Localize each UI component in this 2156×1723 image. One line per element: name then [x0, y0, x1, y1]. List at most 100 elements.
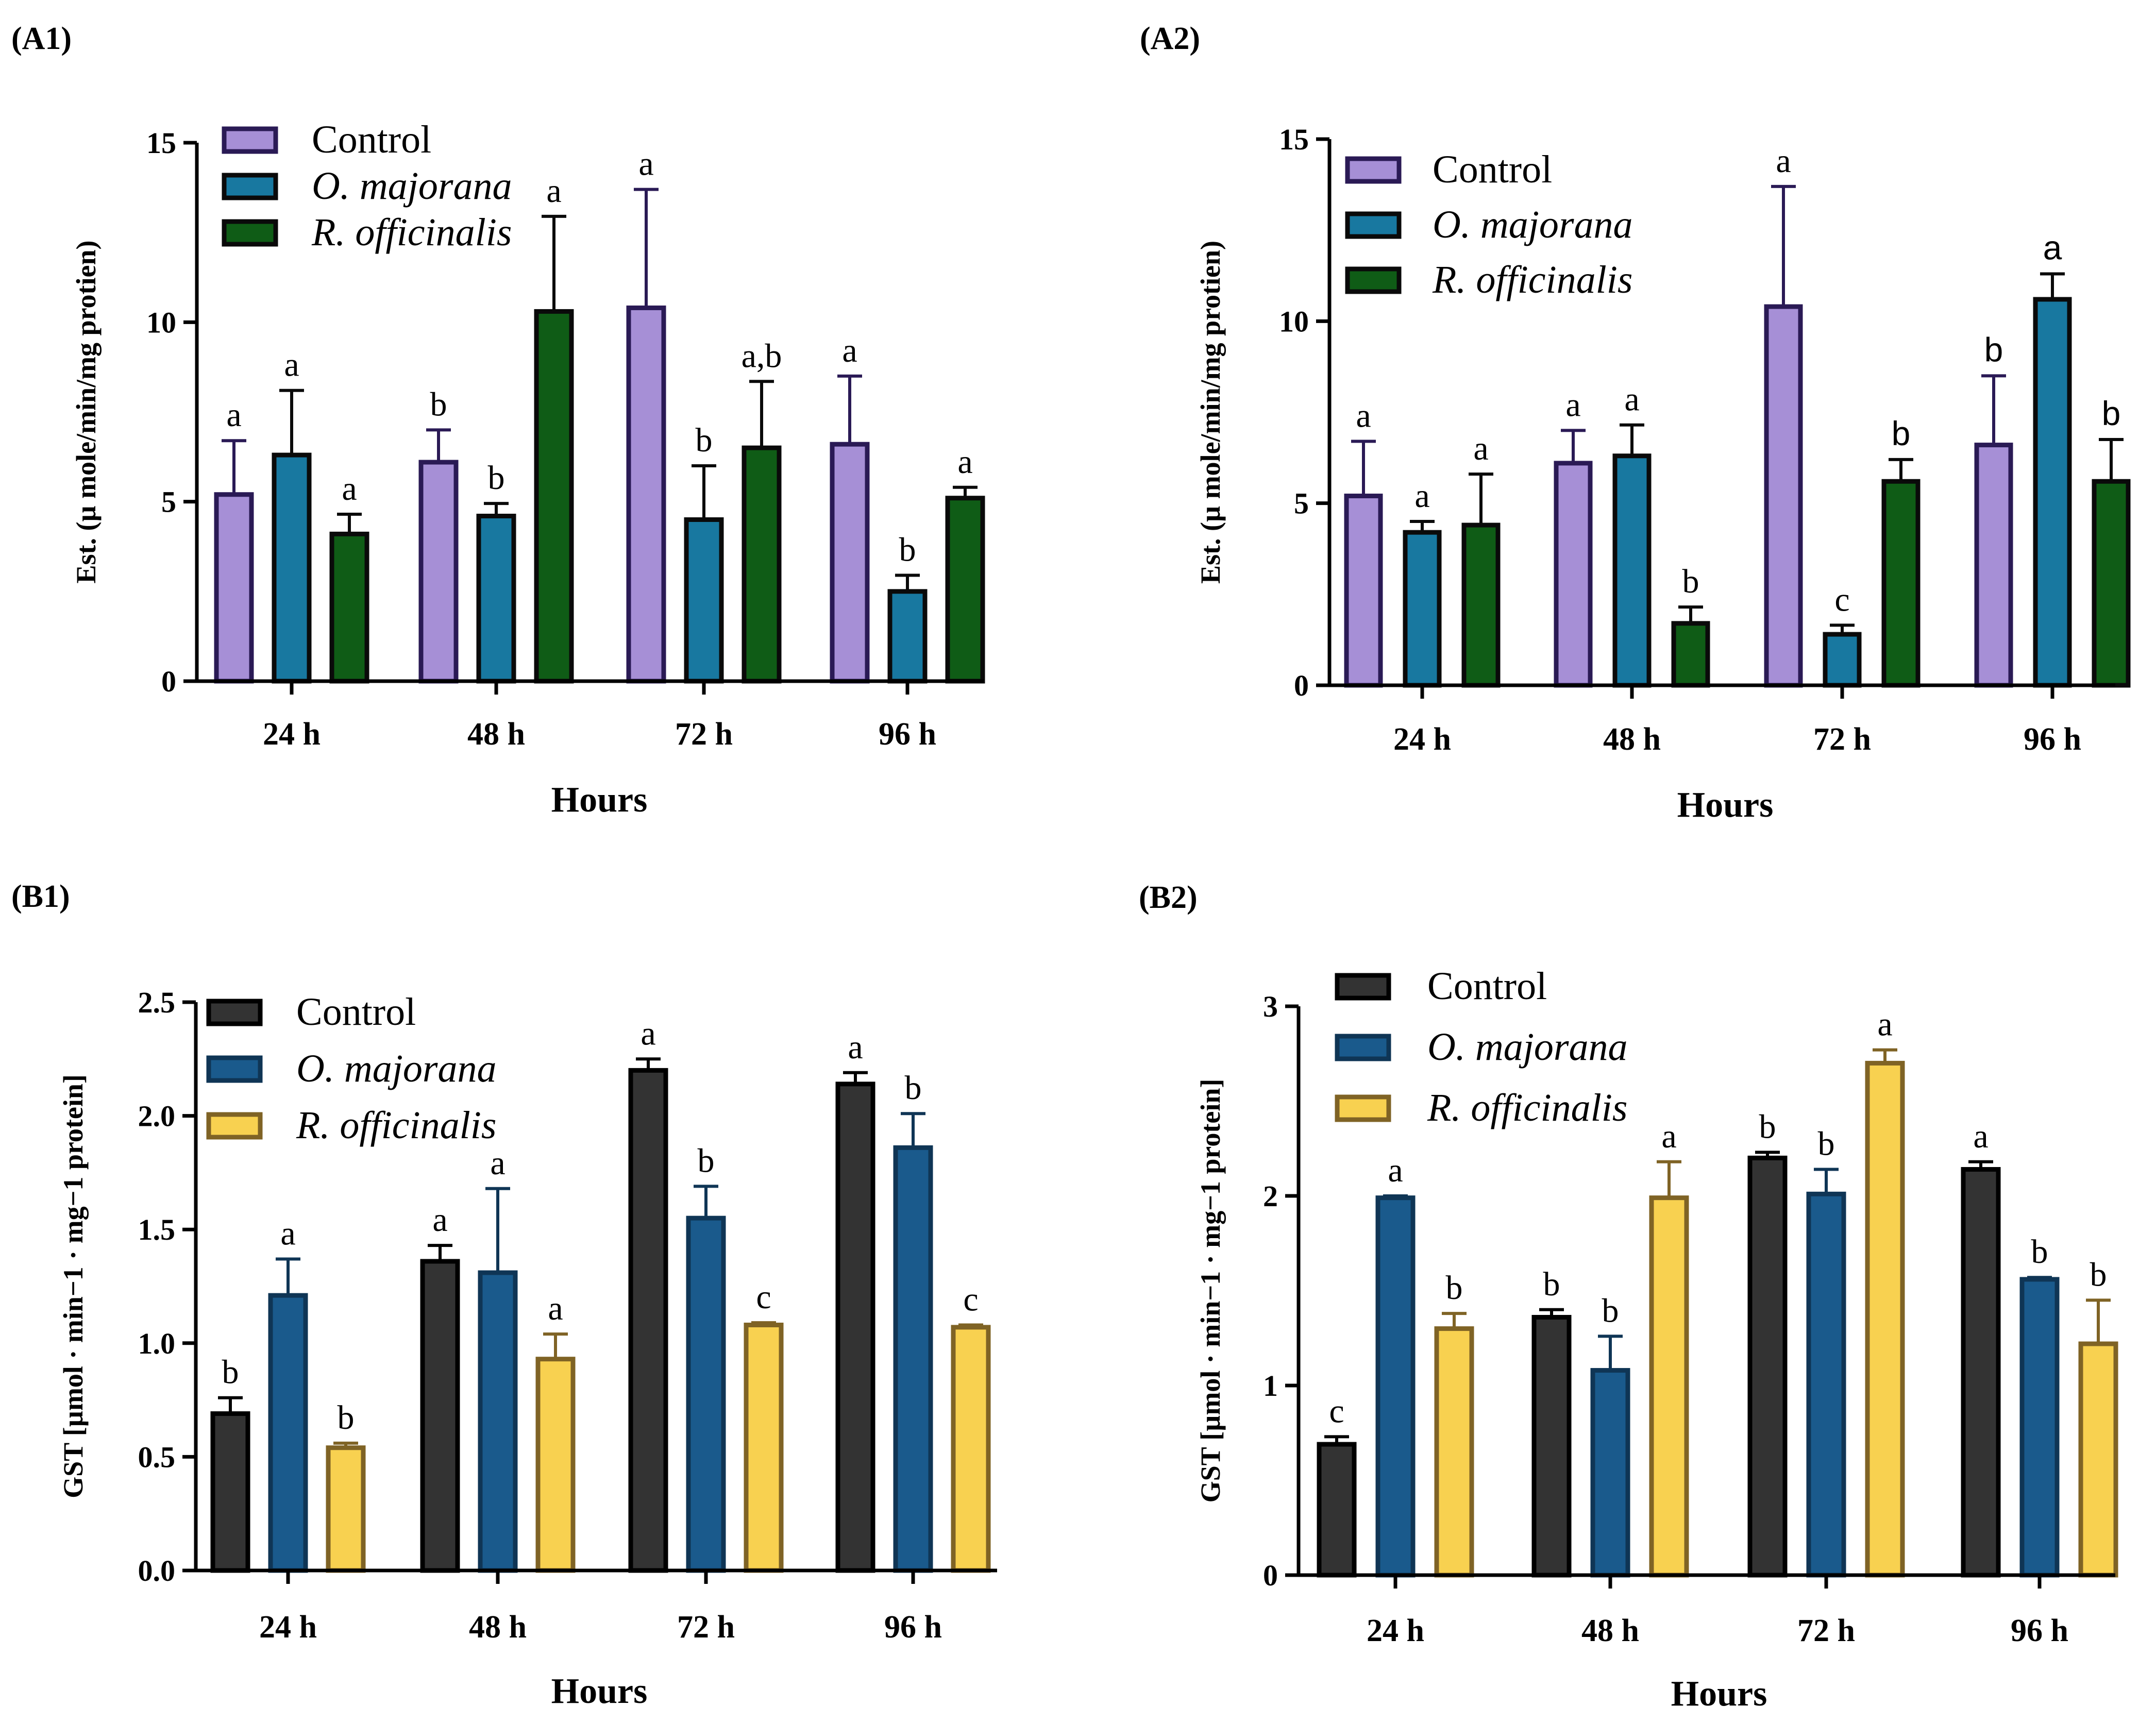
significance-letter: a: [1388, 1152, 1403, 1189]
chart-panel-1: (A1) a b a a a b b b a a a,b a 0 5 10 15 24 h 48 h 72 h 96 h…: [11, 21, 985, 820]
y-tick-label: 1.5: [138, 1213, 176, 1246]
significance-letter: b: [1682, 563, 1699, 600]
significance-letter: c: [1329, 1392, 1344, 1430]
significance-letter: b: [338, 1399, 355, 1437]
significance-letter: b: [222, 1354, 239, 1391]
bar: [1865, 1060, 1905, 1578]
legend-swatch: [222, 173, 278, 200]
bar: [1375, 1195, 1416, 1578]
significance-letter: a: [226, 396, 241, 434]
significance-letter: a: [1877, 1006, 1892, 1043]
legend-swatch: [222, 126, 278, 154]
significance-letter: a: [1473, 430, 1488, 467]
legend-swatch: [222, 219, 278, 247]
bar: [2092, 479, 2131, 688]
x-tick-label: 96 h: [2024, 722, 2081, 757]
legend-label: O. majorana: [312, 164, 512, 208]
legend-label: Control: [296, 990, 416, 1034]
legend-swatch: [1345, 156, 1402, 184]
bar: [1974, 443, 2013, 688]
bar: [887, 589, 928, 684]
y-tick-label: 15: [146, 126, 176, 160]
significance-letter: b: [1892, 414, 1911, 452]
bar: [830, 442, 870, 684]
bar: [626, 305, 666, 684]
y-tick-label: 0.0: [138, 1554, 176, 1587]
significance-letter: a: [842, 332, 857, 369]
significance-letter: b: [1818, 1125, 1835, 1162]
y-tick-label: 10: [1279, 305, 1309, 338]
x-tick-label: 48 h: [1603, 722, 1661, 757]
significance-letter: a: [432, 1201, 447, 1239]
panel-label: (B1): [11, 879, 70, 914]
bar: [1434, 1326, 1474, 1578]
bar: [684, 517, 724, 684]
y-tick-label: 0: [1263, 1559, 1278, 1592]
significance-letter: b: [488, 459, 505, 497]
bar: [893, 1145, 933, 1573]
bar: [1554, 461, 1593, 688]
x-tick-label: 24 h: [1367, 1613, 1424, 1648]
significance-letter: a: [284, 346, 299, 384]
significance-letter: c: [963, 1281, 978, 1319]
significance-letter: a: [957, 443, 972, 481]
y-tick-label: 15: [1279, 123, 1309, 156]
significance-letter: a: [546, 172, 561, 210]
bar: [2019, 1277, 2060, 1578]
x-tick-label: 48 h: [467, 717, 525, 752]
significance-letter: b: [1602, 1292, 1619, 1329]
legend: Control O. majorana R. officinalis: [1335, 965, 1627, 1129]
x-tick-label: 96 h: [884, 1610, 942, 1645]
y-tick-label: 1.0: [138, 1327, 176, 1360]
legend: Control O. majorana R. officinalis: [206, 990, 496, 1147]
x-tick-label: 72 h: [1797, 1613, 1855, 1648]
significance-letter: b: [899, 531, 916, 568]
x-tick-label: 96 h: [2011, 1613, 2068, 1648]
significance-letter: a,b: [742, 337, 782, 375]
x-axis-title: Hours: [551, 780, 648, 820]
significance-letter: a: [280, 1215, 295, 1253]
significance-letter: a: [1414, 477, 1429, 515]
bar: [535, 1357, 576, 1573]
x-tick-label: 24 h: [259, 1610, 317, 1645]
significance-letter: a: [1973, 1118, 1988, 1155]
y-tick-label: 3: [1263, 990, 1278, 1023]
significance-letter: b: [2031, 1233, 2048, 1271]
significance-letter: a: [641, 1015, 655, 1052]
y-axis-title: GST [µmol · min−1 · mg−1 protein]: [58, 1074, 89, 1498]
bar: [420, 1259, 460, 1573]
panel-label: (B2): [1139, 880, 1198, 915]
bar: [1317, 1442, 1357, 1578]
legend-label: O. majorana: [1427, 1025, 1627, 1069]
bar: [1612, 453, 1652, 688]
significance-letter: a: [638, 145, 653, 183]
bar: [744, 1323, 784, 1573]
bar: [686, 1215, 726, 1573]
significance-letter: b: [1446, 1269, 1463, 1307]
x-tick-label: 72 h: [1813, 722, 1871, 757]
significance-letter: a: [1565, 386, 1580, 424]
bar: [2078, 1341, 2118, 1578]
bar: [210, 1411, 250, 1573]
significance-letter: c: [756, 1278, 771, 1316]
significance-letter: b: [1984, 330, 2003, 368]
y-tick-label: 0.5: [138, 1440, 176, 1474]
bar: [1671, 621, 1710, 688]
y-tick-label: 2.5: [138, 986, 176, 1019]
legend-swatch: [206, 999, 263, 1026]
significance-letter: b: [1759, 1108, 1776, 1145]
y-tick-label: 0: [161, 665, 176, 698]
bar: [1961, 1167, 2001, 1578]
bar: [2033, 297, 2072, 688]
legend-label: Control: [1433, 148, 1552, 191]
bar: [945, 496, 985, 684]
significance-letter: b: [905, 1069, 922, 1107]
significance-letter: a: [1624, 381, 1639, 418]
x-tick-label: 72 h: [677, 1610, 735, 1645]
significance-letter: a: [1776, 142, 1791, 180]
significance-letter: a: [342, 470, 357, 508]
x-axis-title: Hours: [1671, 1674, 1767, 1714]
legend-swatch: [1335, 973, 1391, 1001]
bar: [951, 1325, 991, 1573]
